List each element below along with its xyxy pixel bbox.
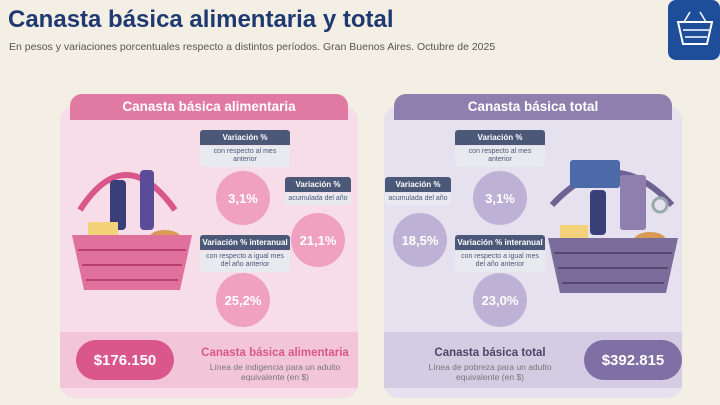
indicator-detail: con respecto a igual mes del año anterio… — [455, 251, 545, 272]
indicator-value: 23,0% — [473, 273, 527, 327]
basket-description: Línea de indigencia para un adulto equiv… — [209, 362, 341, 383]
indicator-label: Variación % — [385, 177, 451, 192]
basket-description: Línea de pobreza para un adulto equivale… — [428, 362, 552, 383]
indicator-value: 25,2% — [216, 273, 270, 327]
indicator-value: 18,5% — [393, 213, 447, 267]
indicator-detail: con respecto al mes anterior — [455, 146, 545, 167]
indicator-value: 3,1% — [473, 171, 527, 225]
basket-illustration — [72, 170, 192, 290]
amount: $392.815 — [584, 340, 682, 380]
indicator-detail: con respecto al mes anterior — [200, 146, 290, 167]
panel-title: Canasta básica alimentaria — [70, 94, 348, 120]
basket-name: Canasta básica alimentaria — [201, 347, 349, 359]
basket-name: Canasta básica total — [434, 347, 546, 359]
basket-illustration — [548, 160, 678, 293]
indicator-label: Variación % interanual — [200, 235, 290, 250]
indicator-detail: acumulada del año — [285, 193, 351, 206]
title: Canasta básica alimentaria y total — [8, 6, 394, 33]
indicator-label: Variación % — [455, 130, 545, 145]
indicator-detail: acumulada del año — [385, 193, 451, 206]
indicator-label: Variación % — [200, 130, 290, 145]
indicator-detail: con respecto a igual mes del año anterio… — [200, 251, 290, 272]
panel-title: Canasta básica total — [394, 94, 672, 120]
subtitle: En pesos y variaciones porcentuales resp… — [9, 41, 496, 53]
logo — [668, 0, 720, 60]
indicator-value: 21,1% — [291, 213, 345, 267]
indicator-label: Variación % — [285, 177, 351, 192]
indicator-value: 3,1% — [216, 171, 270, 225]
indicator-label: Variación % interanual — [455, 235, 545, 250]
amount: $176.150 — [76, 340, 174, 380]
